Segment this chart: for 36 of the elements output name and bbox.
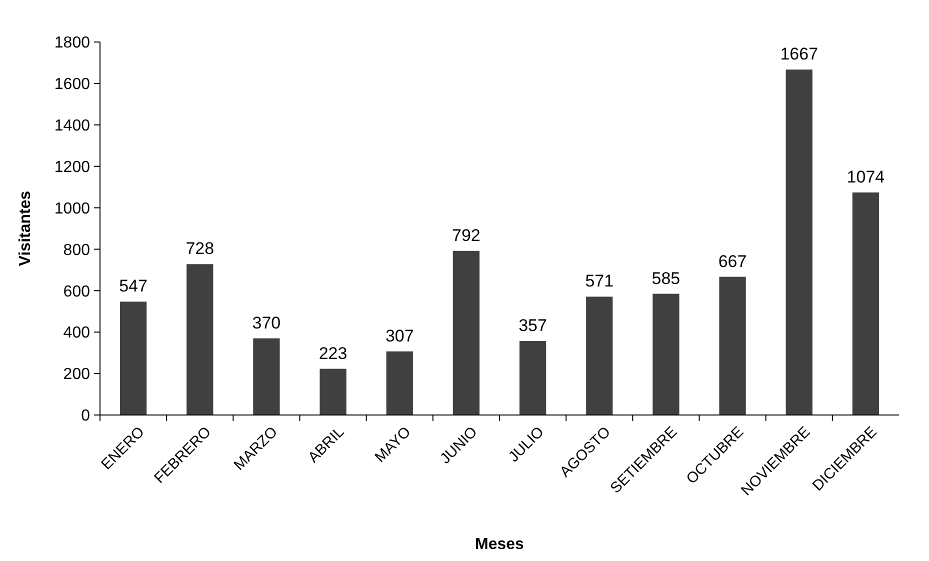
data-label: 357: [518, 316, 547, 336]
data-label: 585: [652, 268, 680, 288]
data-label: 792: [452, 226, 480, 245]
bar: [586, 296, 613, 415]
data-label: 1074: [846, 167, 885, 186]
data-label: 728: [186, 239, 214, 258]
bar: [852, 192, 880, 415]
bar: [320, 368, 346, 415]
bar: [186, 264, 214, 415]
bar: [719, 276, 746, 415]
bar: [786, 70, 812, 415]
data-label: 307: [385, 326, 414, 346]
y-tick-label: 400: [63, 324, 90, 342]
y-tick-label: 1200: [54, 158, 90, 176]
y-tick-label: 600: [63, 283, 90, 300]
data-label: 223: [318, 344, 348, 363]
y-tick-label: 1000: [54, 200, 90, 218]
y-tick-label: 200: [63, 366, 90, 384]
y-tick-label: 1600: [54, 76, 90, 94]
bar: [452, 250, 480, 415]
data-label: 547: [119, 276, 148, 296]
y-tick-label: 1800: [54, 34, 90, 52]
data-label: 1667: [780, 44, 818, 64]
bar: [253, 338, 280, 415]
y-tick-label: 0: [81, 408, 90, 425]
y-tick-label: 800: [63, 242, 90, 259]
data-label: 667: [718, 252, 747, 271]
bar: [519, 341, 546, 415]
y-tick-label: 1400: [54, 117, 90, 134]
y-axis-title: Visitantes: [17, 190, 34, 266]
data-label: 571: [585, 272, 614, 291]
bar: [120, 302, 147, 415]
bar: [386, 351, 413, 415]
bar: [652, 294, 680, 415]
data-label: 370: [252, 313, 281, 332]
x-axis-title: Meses: [475, 536, 524, 553]
